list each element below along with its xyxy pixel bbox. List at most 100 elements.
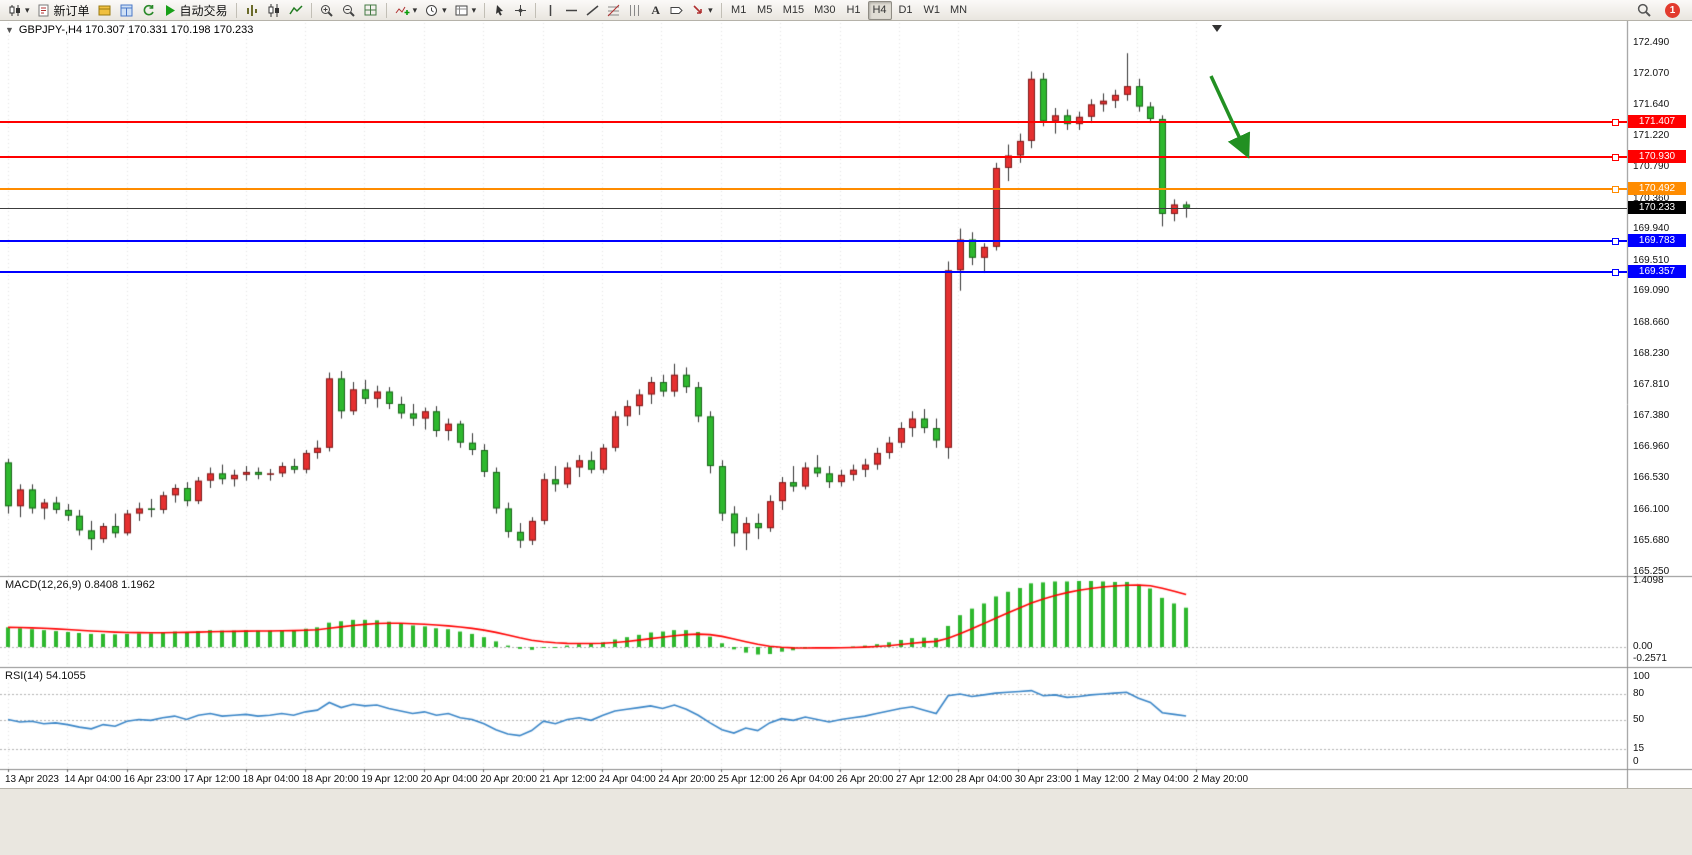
periods-menu-button[interactable]: ▾	[421, 1, 451, 20]
new-order-label: 新订单	[53, 3, 90, 18]
rsi-axis-label: 15	[1633, 743, 1645, 755]
price-axis-label: 168.660	[1633, 316, 1670, 328]
candlestick-chart-button[interactable]	[263, 1, 285, 20]
price-level-line[interactable]	[0, 155, 1627, 158]
chart-area: ▼ GBPJPY-,H4 170.307 170.331 170.198 170…	[0, 21, 1692, 788]
price-axis-label: 165.680	[1633, 534, 1670, 546]
price-axis-label: 166.100	[1633, 503, 1670, 515]
notification-badge[interactable]: 1	[1665, 2, 1680, 18]
templates-button[interactable]: ▾	[451, 1, 481, 20]
horizontal-line-button[interactable]	[561, 1, 582, 20]
zoom-in-button[interactable]	[316, 1, 338, 20]
timeframe-mn-button[interactable]: MN	[946, 1, 971, 20]
indicators-button[interactable]: ▾	[391, 1, 422, 20]
macd-axis-label: 0.00	[1633, 641, 1653, 652]
chevron-down-icon: ▾	[471, 4, 477, 15]
crosshair-button[interactable]	[510, 1, 531, 20]
fibonacci-icon	[607, 4, 620, 16]
text-icon: A	[651, 2, 660, 17]
date-axis-label: 18 Apr 20:00	[302, 774, 359, 785]
cursor-button[interactable]	[489, 1, 510, 20]
date-axis-label: 2 May 20:00	[1193, 774, 1249, 785]
refresh-button[interactable]	[138, 1, 160, 20]
profile-button[interactable]	[94, 1, 116, 20]
timeframe-m5-button[interactable]: M5	[753, 1, 777, 20]
price-level-tag: 169.357	[1628, 264, 1686, 278]
crosshair-icon	[515, 4, 527, 16]
search-icon	[1637, 3, 1651, 17]
price-level-line[interactable]	[0, 187, 1627, 190]
arrows-button[interactable]: ▾	[688, 1, 717, 20]
candlestick-chart-icon	[268, 3, 279, 17]
chart-canvas[interactable]	[0, 21, 1692, 788]
price-axis-label: 172.490	[1633, 36, 1670, 48]
new-chart-menu-button[interactable]: ▾	[4, 1, 34, 20]
timeframe-m15-button[interactable]: M15	[779, 1, 808, 20]
play-icon	[165, 4, 175, 16]
date-axis-label: 2 May 04:00	[1133, 774, 1189, 785]
date-axis-label: 20 Apr 20:00	[480, 774, 537, 785]
arrows-icon	[693, 4, 702, 14]
date-axis-label: 17 Apr 12:00	[183, 774, 240, 785]
timeframe-w1-button[interactable]: W1	[920, 1, 945, 20]
date-axis-label: 21 Apr 12:00	[539, 774, 597, 785]
date-axis-label: 19 Apr 12:00	[361, 774, 419, 785]
clock-icon	[426, 4, 438, 16]
chart-header: ▼ GBPJPY-,H4 170.307 170.331 170.198 170…	[5, 24, 253, 36]
macd-axis-label: 1.4098	[1633, 575, 1664, 587]
date-axis-label: 28 Apr 04:00	[955, 774, 1013, 785]
search-button[interactable]	[1633, 1, 1656, 20]
text-button[interactable]: A	[645, 1, 666, 20]
toolbar-separator	[484, 2, 486, 18]
timeframe-m30-button[interactable]: M30	[810, 1, 839, 20]
price-axis-label: 166.530	[1633, 472, 1670, 484]
macd-axis-label: -0.2571	[1633, 653, 1667, 665]
fibonacci-button[interactable]	[603, 1, 624, 20]
trend-arrow-annotation[interactable]	[1195, 66, 1275, 176]
price-level-line[interactable]	[0, 121, 1627, 124]
one-click-trading-toggle-icon[interactable]: ▼	[5, 24, 14, 35]
trendline-button[interactable]	[582, 1, 603, 20]
symbol-ohlc-text: GBPJPY-,H4 170.307 170.331 170.198 170.2…	[18, 24, 254, 36]
date-axis-label: 24 Apr 04:00	[599, 774, 656, 785]
price-level-line[interactable]	[0, 270, 1627, 273]
new-order-button[interactable]: 新订单	[34, 1, 94, 20]
price-level-line[interactable]	[0, 239, 1627, 242]
price-axis-label: 169.510	[1633, 254, 1670, 266]
timeframe-h1-button[interactable]: H1	[842, 1, 866, 20]
timeframe-group: M1 M5 M15 M30 H1 H4 D1 W1 MN	[726, 0, 972, 20]
zoom-in-icon	[320, 4, 333, 17]
autotrading-button[interactable]: 自动交易	[160, 1, 232, 20]
price-axis-label: 166.960	[1633, 441, 1670, 453]
chevron-down-icon: ▾	[412, 4, 418, 15]
label-button[interactable]	[666, 1, 688, 20]
date-axis-label: 27 Apr 12:00	[896, 774, 953, 785]
bar-chart-icon	[246, 4, 257, 16]
tile-windows-button[interactable]	[360, 1, 382, 20]
timeframe-m1-button[interactable]: M1	[727, 1, 751, 20]
level-line-handle	[1612, 237, 1619, 245]
data-window-icon	[120, 4, 133, 16]
chart-shift-marker[interactable]	[1212, 25, 1222, 32]
cycle-lines-button[interactable]	[624, 1, 645, 20]
date-axis-label: 14 Apr 04:00	[64, 774, 122, 785]
cycle-lines-icon	[630, 4, 640, 16]
price-axis-label: 167.810	[1633, 378, 1670, 390]
vertical-line-button[interactable]	[540, 1, 561, 20]
level-line-handle	[1612, 119, 1619, 127]
indicators-icon	[395, 6, 410, 15]
bar-chart-button[interactable]	[241, 1, 263, 20]
price-axis-label: 167.380	[1633, 410, 1670, 422]
timeframe-h4-button[interactable]: H4	[867, 0, 892, 20]
date-axis-label: 1 May 12:00	[1074, 774, 1130, 785]
line-chart-button[interactable]	[285, 1, 307, 20]
price-level-tag: 170.930	[1628, 149, 1686, 163]
zoom-out-button[interactable]	[338, 1, 360, 20]
price-axis-label: 169.090	[1633, 285, 1670, 297]
date-axis-label: 18 Apr 04:00	[242, 774, 300, 785]
date-axis-label: 24 Apr 20:00	[658, 774, 716, 785]
price-level-tag: 169.783	[1628, 233, 1686, 247]
timeframe-d1-button[interactable]: D1	[894, 1, 918, 20]
data-window-button[interactable]	[116, 1, 138, 20]
price-axis-label: 170.360	[1633, 192, 1670, 204]
